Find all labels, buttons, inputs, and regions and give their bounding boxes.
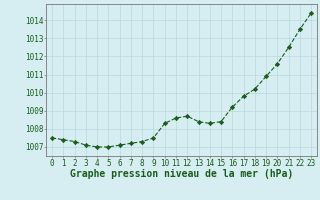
X-axis label: Graphe pression niveau de la mer (hPa): Graphe pression niveau de la mer (hPa) xyxy=(70,169,293,179)
